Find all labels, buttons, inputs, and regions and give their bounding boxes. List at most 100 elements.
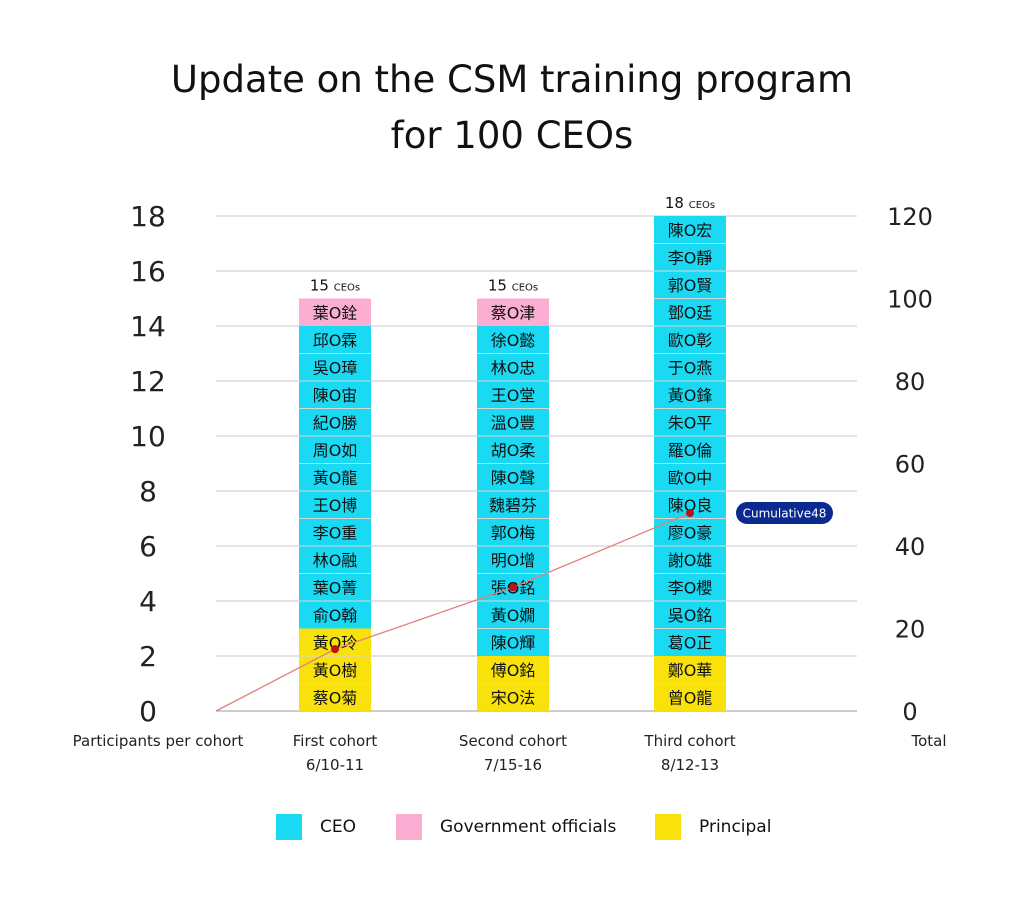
participant-name: 宋O法 <box>491 688 536 707</box>
chart-title-line-2: for 100 CEOs <box>390 114 634 157</box>
y-right-tick-label: 60 <box>895 451 926 479</box>
category-label: Second cohort <box>459 732 567 750</box>
participant-name: 王O堂 <box>491 386 536 405</box>
legend-swatch-government-officials <box>396 814 422 840</box>
y-left-tick-label: 14 <box>130 310 166 343</box>
participant-name: 明O增 <box>491 551 536 570</box>
participant-name: 郭O賢 <box>668 276 713 295</box>
participant-name: 傅O銘 <box>491 661 536 680</box>
participant-name: 蔡O菊 <box>313 688 358 707</box>
y-left-tick-label: 16 <box>130 255 166 288</box>
legend-label-ceo: CEO <box>320 817 356 837</box>
legend-swatch-principal <box>655 814 681 840</box>
participant-name: 王O博 <box>313 496 358 515</box>
bar-segment-ceo <box>299 326 371 629</box>
category-label: First cohort <box>293 732 378 750</box>
chart-title-line-1: Update on the CSM training program <box>170 58 854 101</box>
cumulative-point <box>686 509 694 517</box>
participant-name: 黃O鋒 <box>668 386 713 405</box>
participant-name: 鄭O華 <box>668 661 713 680</box>
y-right-tick-label: 40 <box>895 533 926 561</box>
axis-labels: 0 2 4 6 8 10 12 14 16 18 0 20 40 60 80 100 120 Participan… <box>73 194 947 774</box>
participant-name: 紀O勝 <box>313 413 358 432</box>
bar-segment-gov <box>299 298 371 326</box>
y-right-tick-label: 120 <box>887 203 933 231</box>
y-right-tick-label: 100 <box>887 286 933 314</box>
participant-name: 林O融 <box>313 551 358 570</box>
y-left-tick-label: 10 <box>130 420 166 453</box>
participant-name: 陳O宏 <box>668 221 713 240</box>
participant-name: 黃O龍 <box>313 468 358 487</box>
participant-name: 陳O宙 <box>313 386 358 405</box>
cumulative-annotation-label: Cumulative48 <box>743 507 827 521</box>
participant-name: 陳O聲 <box>491 468 536 487</box>
participant-name: 周O如 <box>313 441 358 460</box>
participant-name: 魏碧芬 <box>489 496 537 515</box>
y-left-tick-label: 2 <box>139 640 157 673</box>
participant-name: 徐O懿 <box>491 331 536 350</box>
participant-name: 黃O玲 <box>313 633 358 652</box>
participant-name: 歐O彰 <box>668 331 713 350</box>
participant-name: 吳O璋 <box>313 358 358 377</box>
participant-name: 陳O良 <box>668 496 713 515</box>
category-date-label: 6/10-11 <box>306 756 364 774</box>
cumulative-line: Cumulative48 <box>215 502 833 712</box>
bar-total-label: 15 CEOs <box>488 277 538 295</box>
participant-name: 俞O翰 <box>313 606 358 625</box>
participant-name: 林O忠 <box>491 358 536 377</box>
legend-label-principal: Principal <box>699 817 772 837</box>
participant-name: 曾O龍 <box>668 688 713 707</box>
cumulative-point <box>509 583 517 592</box>
participant-name: 黃O嫺 <box>491 606 536 625</box>
chart-title: Update on the CSM training program for 1… <box>0 52 1024 164</box>
bar-total-label: 15 CEOs <box>310 277 360 295</box>
participant-name: 葉O菁 <box>313 578 358 597</box>
participant-name: 胡O柔 <box>491 441 536 460</box>
participant-name: 李O靜 <box>668 248 713 267</box>
participant-name: 廖O豪 <box>668 523 713 542</box>
legend-label-government-officials: Government officials <box>440 817 617 837</box>
y-right-tick-label: 80 <box>895 368 926 396</box>
y-left-tick-label: 4 <box>139 585 157 618</box>
participant-name: 葉O銓 <box>313 303 358 322</box>
participant-name: 蔡O津 <box>491 303 536 322</box>
y-left-tick-label: 8 <box>139 475 157 508</box>
participant-name: 謝O雄 <box>668 551 713 570</box>
participant-name: 邱O霖 <box>313 331 358 350</box>
category-date-label: 7/15-16 <box>484 756 542 774</box>
y-right-axis-label: Total <box>910 732 946 750</box>
y-left-tick-label: 0 <box>139 695 157 728</box>
category-label: Third cohort <box>643 732 735 750</box>
legend-government-officials: Government officials <box>396 814 616 840</box>
participant-name: 鄧O廷 <box>668 303 713 322</box>
y-right-tick-label: 20 <box>895 616 926 644</box>
cumulative-point <box>331 645 339 654</box>
y-left-tick-label: 18 <box>130 200 166 233</box>
participant-name: 陳O輝 <box>491 633 536 652</box>
participant-name: 李O重 <box>313 523 358 542</box>
participant-name: 葛O正 <box>668 633 713 652</box>
y-left-axis-label: Participants per cohort <box>73 732 244 750</box>
bar-total-label: 18 CEOs <box>665 194 715 212</box>
cumulative-annotation-badge <box>736 502 833 524</box>
participant-name: 郭O梅 <box>491 523 536 542</box>
bars: 蔡O菊 黃O樹 黃O玲 俞O翰 葉O菁 林O融 李O重 王O博 黃O龍 周O如 紀O勝 陳O宙 吳O璋 邱… <box>299 216 726 711</box>
participant-name: 李O櫻 <box>668 578 713 597</box>
cumulative-line-path <box>215 512 691 712</box>
y-right-tick-label: 0 <box>902 698 917 726</box>
category-date-label: 8/12-13 <box>661 756 719 774</box>
bar-segment-gov <box>477 298 549 326</box>
y-left-tick-label: 6 <box>139 530 157 563</box>
y-left-tick-label: 12 <box>130 365 166 398</box>
bar-segment-principal <box>299 628 371 711</box>
participant-name: 朱O平 <box>668 413 713 432</box>
participant-name: 吳O銘 <box>668 606 713 625</box>
legend-ceo: CEO <box>276 814 356 840</box>
legend-swatch-ceo <box>276 814 302 840</box>
participant-name: 溫O豐 <box>491 413 536 432</box>
legend-principal: Principal <box>655 814 771 840</box>
participant-name: 歐O中 <box>668 468 713 487</box>
participant-name: 羅O倫 <box>668 441 713 460</box>
participant-name: 于O燕 <box>668 358 713 377</box>
